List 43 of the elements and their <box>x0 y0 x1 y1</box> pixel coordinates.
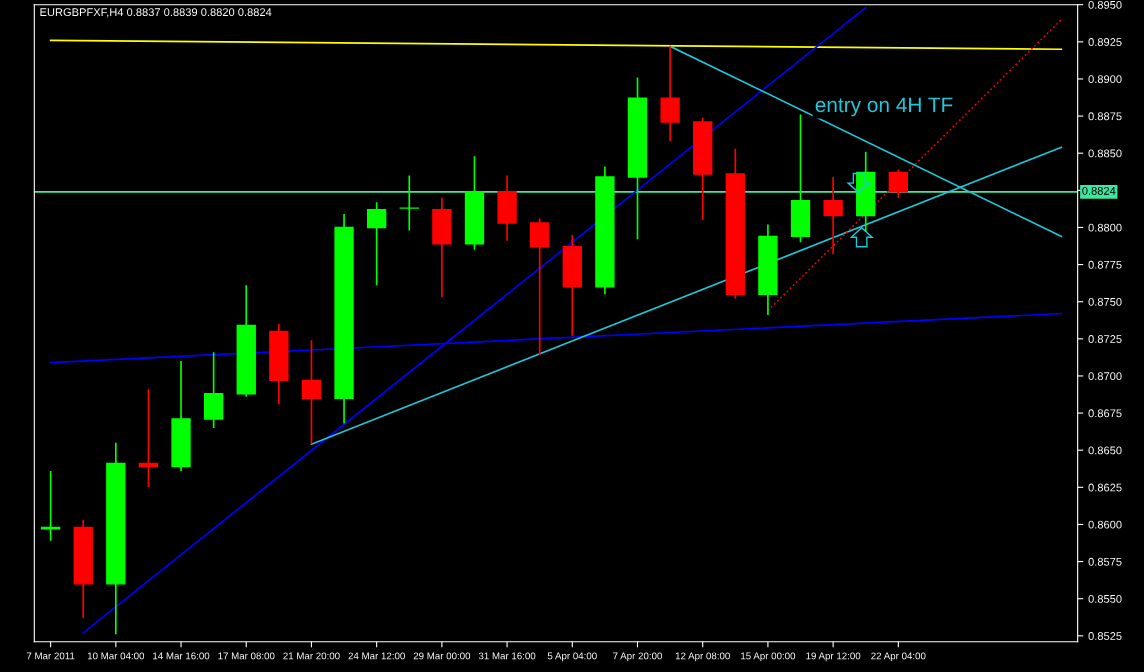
candlestick <box>823 176 843 256</box>
x-tick-label: 22 Apr 04:00 <box>871 652 926 662</box>
y-tick-label: 0.8875 <box>1088 112 1122 121</box>
x-tick-label: 15 Apr 00:00 <box>741 652 796 662</box>
candlestick <box>399 174 419 232</box>
x-tick-label: 24 Mar 12:00 <box>348 652 405 660</box>
y-tick-label: 0.8675 <box>1088 409 1122 418</box>
y-tick-label: 0.8750 <box>1088 297 1122 306</box>
x-tick-label: 17 Mar 08:00 <box>218 652 275 660</box>
candlestick <box>301 339 322 446</box>
y-tick-label: 0.8800 <box>1088 223 1122 232</box>
x-tick-label: 5 Apr 04:00 <box>547 652 597 662</box>
candlestick <box>530 217 550 356</box>
x-tick-label: 12 Apr 08:00 <box>675 652 730 662</box>
candlestick <box>138 388 159 489</box>
y-tick-label: 0.8625 <box>1088 483 1122 492</box>
x-tick-label: 19 Apr 12:00 <box>806 652 861 662</box>
y-tick-label: 0.8850 <box>1088 149 1122 158</box>
x-tick-label: 7 Apr 20:00 <box>613 652 662 662</box>
y-tick-label: 0.8900 <box>1088 75 1122 84</box>
x-tick-label: 21 Mar 20:00 <box>283 652 340 660</box>
y-tick-label: 0.8700 <box>1088 372 1122 381</box>
y-tick-label: 0.8650 <box>1088 446 1122 455</box>
y-tick-label: 0.8925 <box>1088 38 1122 46</box>
x-tick-label: 14 Mar 16:00 <box>153 652 210 660</box>
y-tick-label: 0.8575 <box>1088 557 1122 566</box>
y-tick-label: 0.8600 <box>1088 520 1122 529</box>
candlestick <box>888 168 908 199</box>
x-tick-label: 29 Mar 00:00 <box>413 652 471 660</box>
candlestick <box>367 201 387 287</box>
x-tick-label: 10 Mar 04:00 <box>87 652 145 660</box>
y-tick-label: 0.8525 <box>1088 632 1122 640</box>
ref-line-label: 0.8824 <box>1082 186 1116 195</box>
y-tick-label: 0.8550 <box>1088 594 1122 603</box>
candlestick <box>40 470 61 542</box>
y-tick-label: 0.8725 <box>1088 335 1122 343</box>
y-tick-label: 0.8950 <box>1088 0 1122 9</box>
x-tick-label: 31 Mar 16:00 <box>478 652 536 660</box>
y-tick-label: 0.8775 <box>1088 260 1122 269</box>
chart-title: EURGBPFXF,H4 0.8837 0.8839 0.8820 0.8824 <box>40 8 272 18</box>
candlestick <box>660 45 680 143</box>
annotation: entry on 4H TF <box>815 97 953 117</box>
x-tick-label: 7 Mar 2011 <box>26 652 75 660</box>
